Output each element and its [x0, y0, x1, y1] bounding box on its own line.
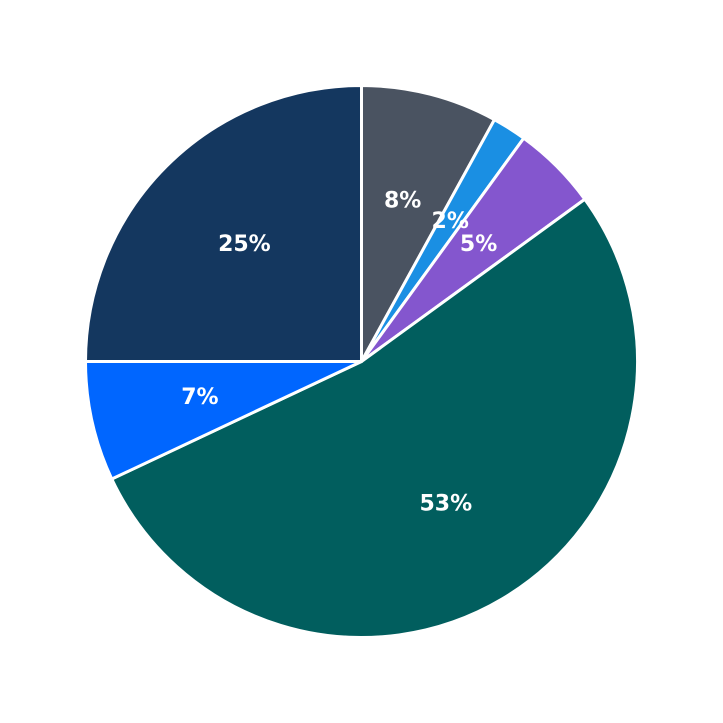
slice-percent-label: 2%	[432, 209, 469, 234]
pie-slice	[360, 84, 496, 363]
pie-slice	[110, 197, 639, 639]
slice-percent-label: 7%	[181, 385, 218, 410]
slice-percent-label: 25%	[218, 232, 271, 257]
slice-percent-label: 8%	[384, 189, 421, 214]
pie-slice	[84, 84, 363, 363]
slice-percent-label: 5%	[460, 232, 497, 257]
pie-slices	[84, 84, 639, 639]
pie-slice	[84, 360, 363, 481]
pie-labels: 8% 2%5% 53% 7% 25%	[181, 189, 497, 517]
slice-percent-label: 53%	[419, 492, 472, 517]
